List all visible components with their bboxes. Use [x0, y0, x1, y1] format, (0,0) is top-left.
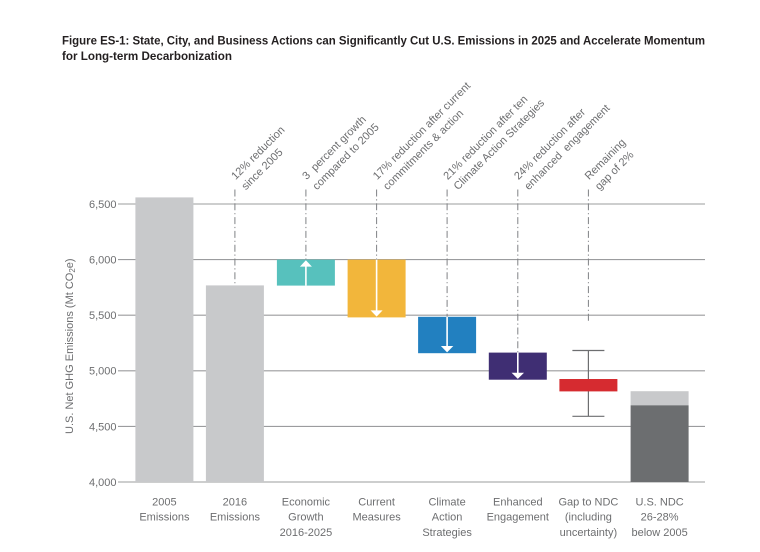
svg-text:(including: (including	[565, 512, 612, 524]
svg-text:U.S. Net GHG Emissions (Mt CO2: U.S. Net GHG Emissions (Mt CO2e)	[64, 258, 77, 434]
svg-text:Economic: Economic	[282, 497, 331, 509]
svg-text:2005: 2005	[152, 497, 176, 509]
svg-text:Action: Action	[432, 512, 463, 524]
svg-text:26-28%: 26-28%	[641, 512, 679, 524]
svg-text:Strategies: Strategies	[422, 527, 472, 539]
svg-text:Engagement: Engagement	[487, 512, 549, 524]
svg-text:Growth: Growth	[288, 512, 323, 524]
svg-text:4,500: 4,500	[89, 421, 117, 433]
svg-text:Climate: Climate	[428, 497, 465, 509]
svg-text:4,000: 4,000	[89, 477, 117, 489]
svg-text:Figure ES-1: State, City, and: Figure ES-1: State, City, and Business A…	[62, 34, 705, 48]
svg-text:below 2005: below 2005	[631, 527, 687, 539]
svg-text:Emissions: Emissions	[139, 512, 190, 524]
svg-text:2016-2025: 2016-2025	[280, 527, 333, 539]
svg-text:5,500: 5,500	[89, 310, 117, 322]
svg-text:6,500: 6,500	[89, 199, 117, 211]
svg-text:2016: 2016	[223, 497, 247, 509]
svg-text:Current: Current	[358, 497, 395, 509]
svg-text:uncertainty): uncertainty)	[560, 527, 617, 539]
svg-text:5,000: 5,000	[89, 366, 117, 378]
svg-text:for Long-term Decarbonization: for Long-term Decarbonization	[62, 49, 232, 63]
svg-text:Measures: Measures	[352, 512, 401, 524]
svg-text:Gap to NDC: Gap to NDC	[558, 497, 618, 509]
svg-text:U.S. NDC: U.S. NDC	[635, 497, 683, 509]
svg-text:Emissions: Emissions	[210, 512, 261, 524]
svg-text:Enhanced: Enhanced	[493, 497, 543, 509]
svg-text:6,000: 6,000	[89, 255, 117, 267]
